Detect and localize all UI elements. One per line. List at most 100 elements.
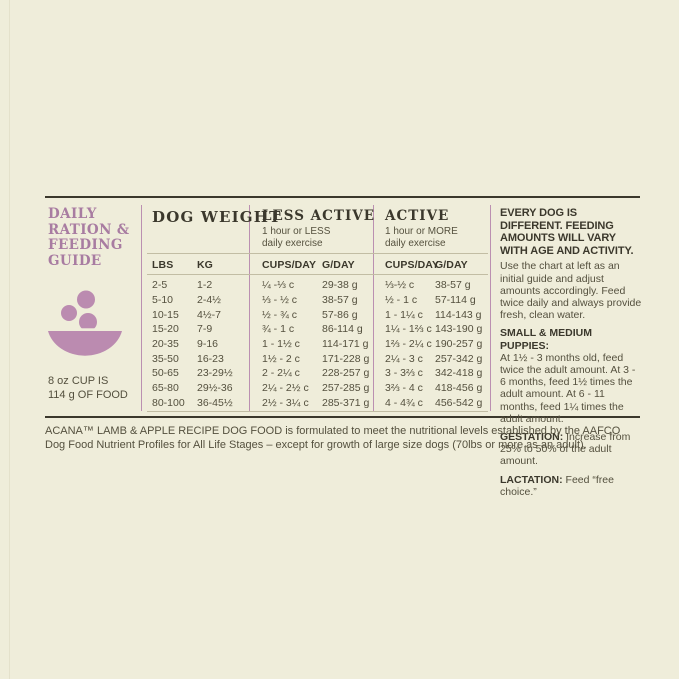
cell-active-cups: 2¼ - 3 c — [385, 352, 423, 365]
cell-less-active-cups: 1 - 1½ c — [262, 338, 300, 351]
cell-less-active-cups: ¾ - 1 c — [262, 323, 295, 336]
cell-active-g: 114-143 g — [435, 308, 482, 321]
cell-kg: 4½-7 — [197, 308, 221, 321]
puppies-text: At 1½ - 3 months old, feed twice the adu… — [500, 351, 636, 425]
col-header-lbs: LBS — [152, 259, 174, 271]
gestation-label: GESTATION: — [500, 431, 564, 444]
cell-kg: 16-23 — [197, 352, 224, 365]
lactation-text: Feed “free choice.” — [500, 473, 614, 498]
cell-active-g: 38-57 g — [435, 279, 471, 292]
notes-intro: Use the chart at left as an initial guid… — [500, 260, 642, 322]
notes-puppies: SMALL & MEDIUM PUPPIES: At 1½ - 3 months… — [500, 327, 642, 425]
table-row: 5-10 2-4½ ⅓ - ½ c 38-57 g ½ - 1 c 57-114… — [152, 293, 490, 308]
cell-lbs: 2-5 — [152, 279, 168, 292]
cell-kg: 36-45½ — [197, 396, 233, 409]
cell-lbs: 35-50 — [152, 352, 179, 365]
cell-active-g: 143-190 g — [435, 323, 483, 336]
cell-less-active-g: 86-114 g — [322, 323, 363, 336]
lactation-label: LACTATION: — [500, 473, 563, 486]
gestation-text: Increase from 25% to 50% of the adult am… — [500, 431, 631, 468]
cell-less-active-cups: ½ - ¾ c — [262, 308, 298, 321]
col-header-g-active: G/DAY — [435, 259, 468, 271]
cell-less-active-cups: 2¼ - 2½ c — [262, 382, 309, 395]
cell-active-cups: 3 - 3⅔ c — [385, 367, 423, 380]
less-active-sub2: daily exercise — [262, 237, 323, 249]
cell-active-g: 190-257 g — [435, 338, 483, 351]
cell-kg: 7-9 — [197, 323, 213, 336]
cell-lbs: 50-65 — [152, 367, 179, 380]
cell-kg: 29½-36 — [197, 382, 233, 395]
cell-lbs: 65-80 — [152, 382, 179, 395]
cell-active-cups: 1⅔ - 2¼ c — [385, 338, 432, 351]
table-row: 10-15 4½-7 ½ - ¾ c 57-86 g 1 - 1¼ c 114-… — [152, 307, 490, 322]
cell-lbs: 15-20 — [152, 323, 179, 336]
table-row: 50-65 23-29½ 2 - 2¼ c 228-257 g 3 - 3⅔ c… — [152, 366, 490, 381]
cell-less-active-g: 29-38 g — [322, 279, 358, 292]
aafco-statement: ACANA™ LAMB & APPLE RECIPE DOG FOOD is f… — [45, 425, 621, 451]
cell-less-active-cups: ¼ -⅓ c — [262, 279, 295, 292]
notes-lactation: LACTATION: Feed “free choice.” — [500, 474, 642, 498]
cell-less-active-cups: ⅓ - ½ c — [262, 294, 298, 307]
active-sub2: daily exercise — [385, 237, 446, 249]
table-bottom-hairline — [147, 411, 488, 412]
cell-active-cups: 1 - 1¼ c — [385, 308, 423, 321]
cell-less-active-g: 57-86 g — [322, 308, 358, 321]
notes-gestation: GESTATION: Increase from 25% to 50% of t… — [500, 431, 642, 468]
cell-less-active-cups: 1½ - 2 c — [262, 352, 300, 365]
cell-kg: 1-2 — [197, 279, 213, 292]
less-active-header: LESS ACTIVE 1 hour or LESS daily exercis… — [262, 208, 375, 249]
cup-equivalence-note: 8 oz CUP IS 114 g OF FOOD — [48, 374, 128, 402]
guide-title: DAILY RATION & FEEDING GUIDE — [48, 206, 130, 269]
cell-less-active-cups: 2½ - 3¼ c — [262, 396, 309, 409]
cell-less-active-cups: 2 - 2¼ c — [262, 367, 300, 380]
active-header: ACTIVE 1 hour or MORE daily exercise — [385, 208, 458, 249]
cell-active-cups: 3⅔ - 4 c — [385, 382, 423, 395]
cell-active-g: 342-418 g — [435, 367, 483, 380]
cell-less-active-g: 257-285 g — [322, 382, 370, 395]
cell-active-cups: ⅓-½ c — [385, 279, 415, 292]
bottom-rule — [45, 416, 640, 418]
cup-note-line1: 8 oz CUP IS — [48, 375, 109, 387]
cell-less-active-g: 171-228 g — [322, 352, 370, 365]
feeding-table-body: 2-5 1-2 ¼ -⅓ c 29-38 g ⅓-½ c 38-57 g 5-1… — [0, 278, 482, 410]
column-divider — [249, 205, 250, 411]
cell-lbs: 80-100 — [152, 396, 185, 409]
puppies-label: SMALL & MEDIUM PUPPIES: — [500, 327, 592, 352]
column-divider — [141, 205, 142, 411]
cup-note-line2: 114 g OF FOOD — [48, 389, 128, 401]
col-header-g-less-active: G/DAY — [322, 259, 355, 271]
active-sub1: 1 hour or MORE — [385, 226, 458, 237]
cell-lbs: 10-15 — [152, 308, 179, 321]
subheader-bottom-hairline — [147, 274, 488, 275]
cell-active-g: 257-342 g — [435, 352, 483, 365]
cell-lbs: 20-35 — [152, 338, 179, 351]
cell-less-active-g: 38-57 g — [322, 294, 358, 307]
top-rule — [45, 196, 640, 198]
less-active-sub1: 1 hour or LESS — [262, 226, 331, 237]
column-divider — [373, 205, 374, 411]
cell-less-active-g: 285-371 g — [322, 396, 370, 409]
cell-active-cups: 1¼ - 1⅔ c — [385, 323, 432, 336]
less-active-title: LESS ACTIVE — [262, 208, 376, 224]
subheader-top-hairline — [147, 253, 488, 254]
dog-weight-header: DOG WEIGHT — [152, 208, 282, 226]
package-fold-line — [9, 0, 10, 679]
cell-kg: 9-16 — [197, 338, 219, 351]
table-row: 65-80 29½-36 2¼ - 2½ c 257-285 g 3⅔ - 4 … — [152, 381, 490, 396]
cell-less-active-g: 228-257 g — [322, 367, 370, 380]
cell-kg: 23-29½ — [197, 367, 233, 380]
cell-kg: 2-4½ — [197, 294, 221, 307]
cell-lbs: 5-10 — [152, 294, 174, 307]
table-row: 80-100 36-45½ 2½ - 3¼ c 285-371 g 4 - 4¾… — [152, 396, 490, 411]
col-header-kg: KG — [197, 259, 213, 271]
feeding-notes: EVERY DOG IS DIFFERENT. FEEDING AMOUNTS … — [500, 207, 642, 498]
food-bowl-icon — [46, 290, 124, 356]
table-subheader-row: LBS KG CUPS/DAY G/DAY CUPS/DAY G/DAY — [152, 257, 490, 273]
cell-less-active-g: 114-171 g — [322, 338, 369, 351]
active-title: ACTIVE — [385, 208, 450, 224]
notes-heading: EVERY DOG IS DIFFERENT. FEEDING AMOUNTS … — [500, 207, 634, 257]
col-header-cups-active: CUPS/DAY — [385, 259, 440, 271]
table-row: 35-50 16-23 1½ - 2 c 171-228 g 2¼ - 3 c … — [152, 351, 490, 366]
cell-active-cups: 4 - 4¾ c — [385, 396, 423, 409]
